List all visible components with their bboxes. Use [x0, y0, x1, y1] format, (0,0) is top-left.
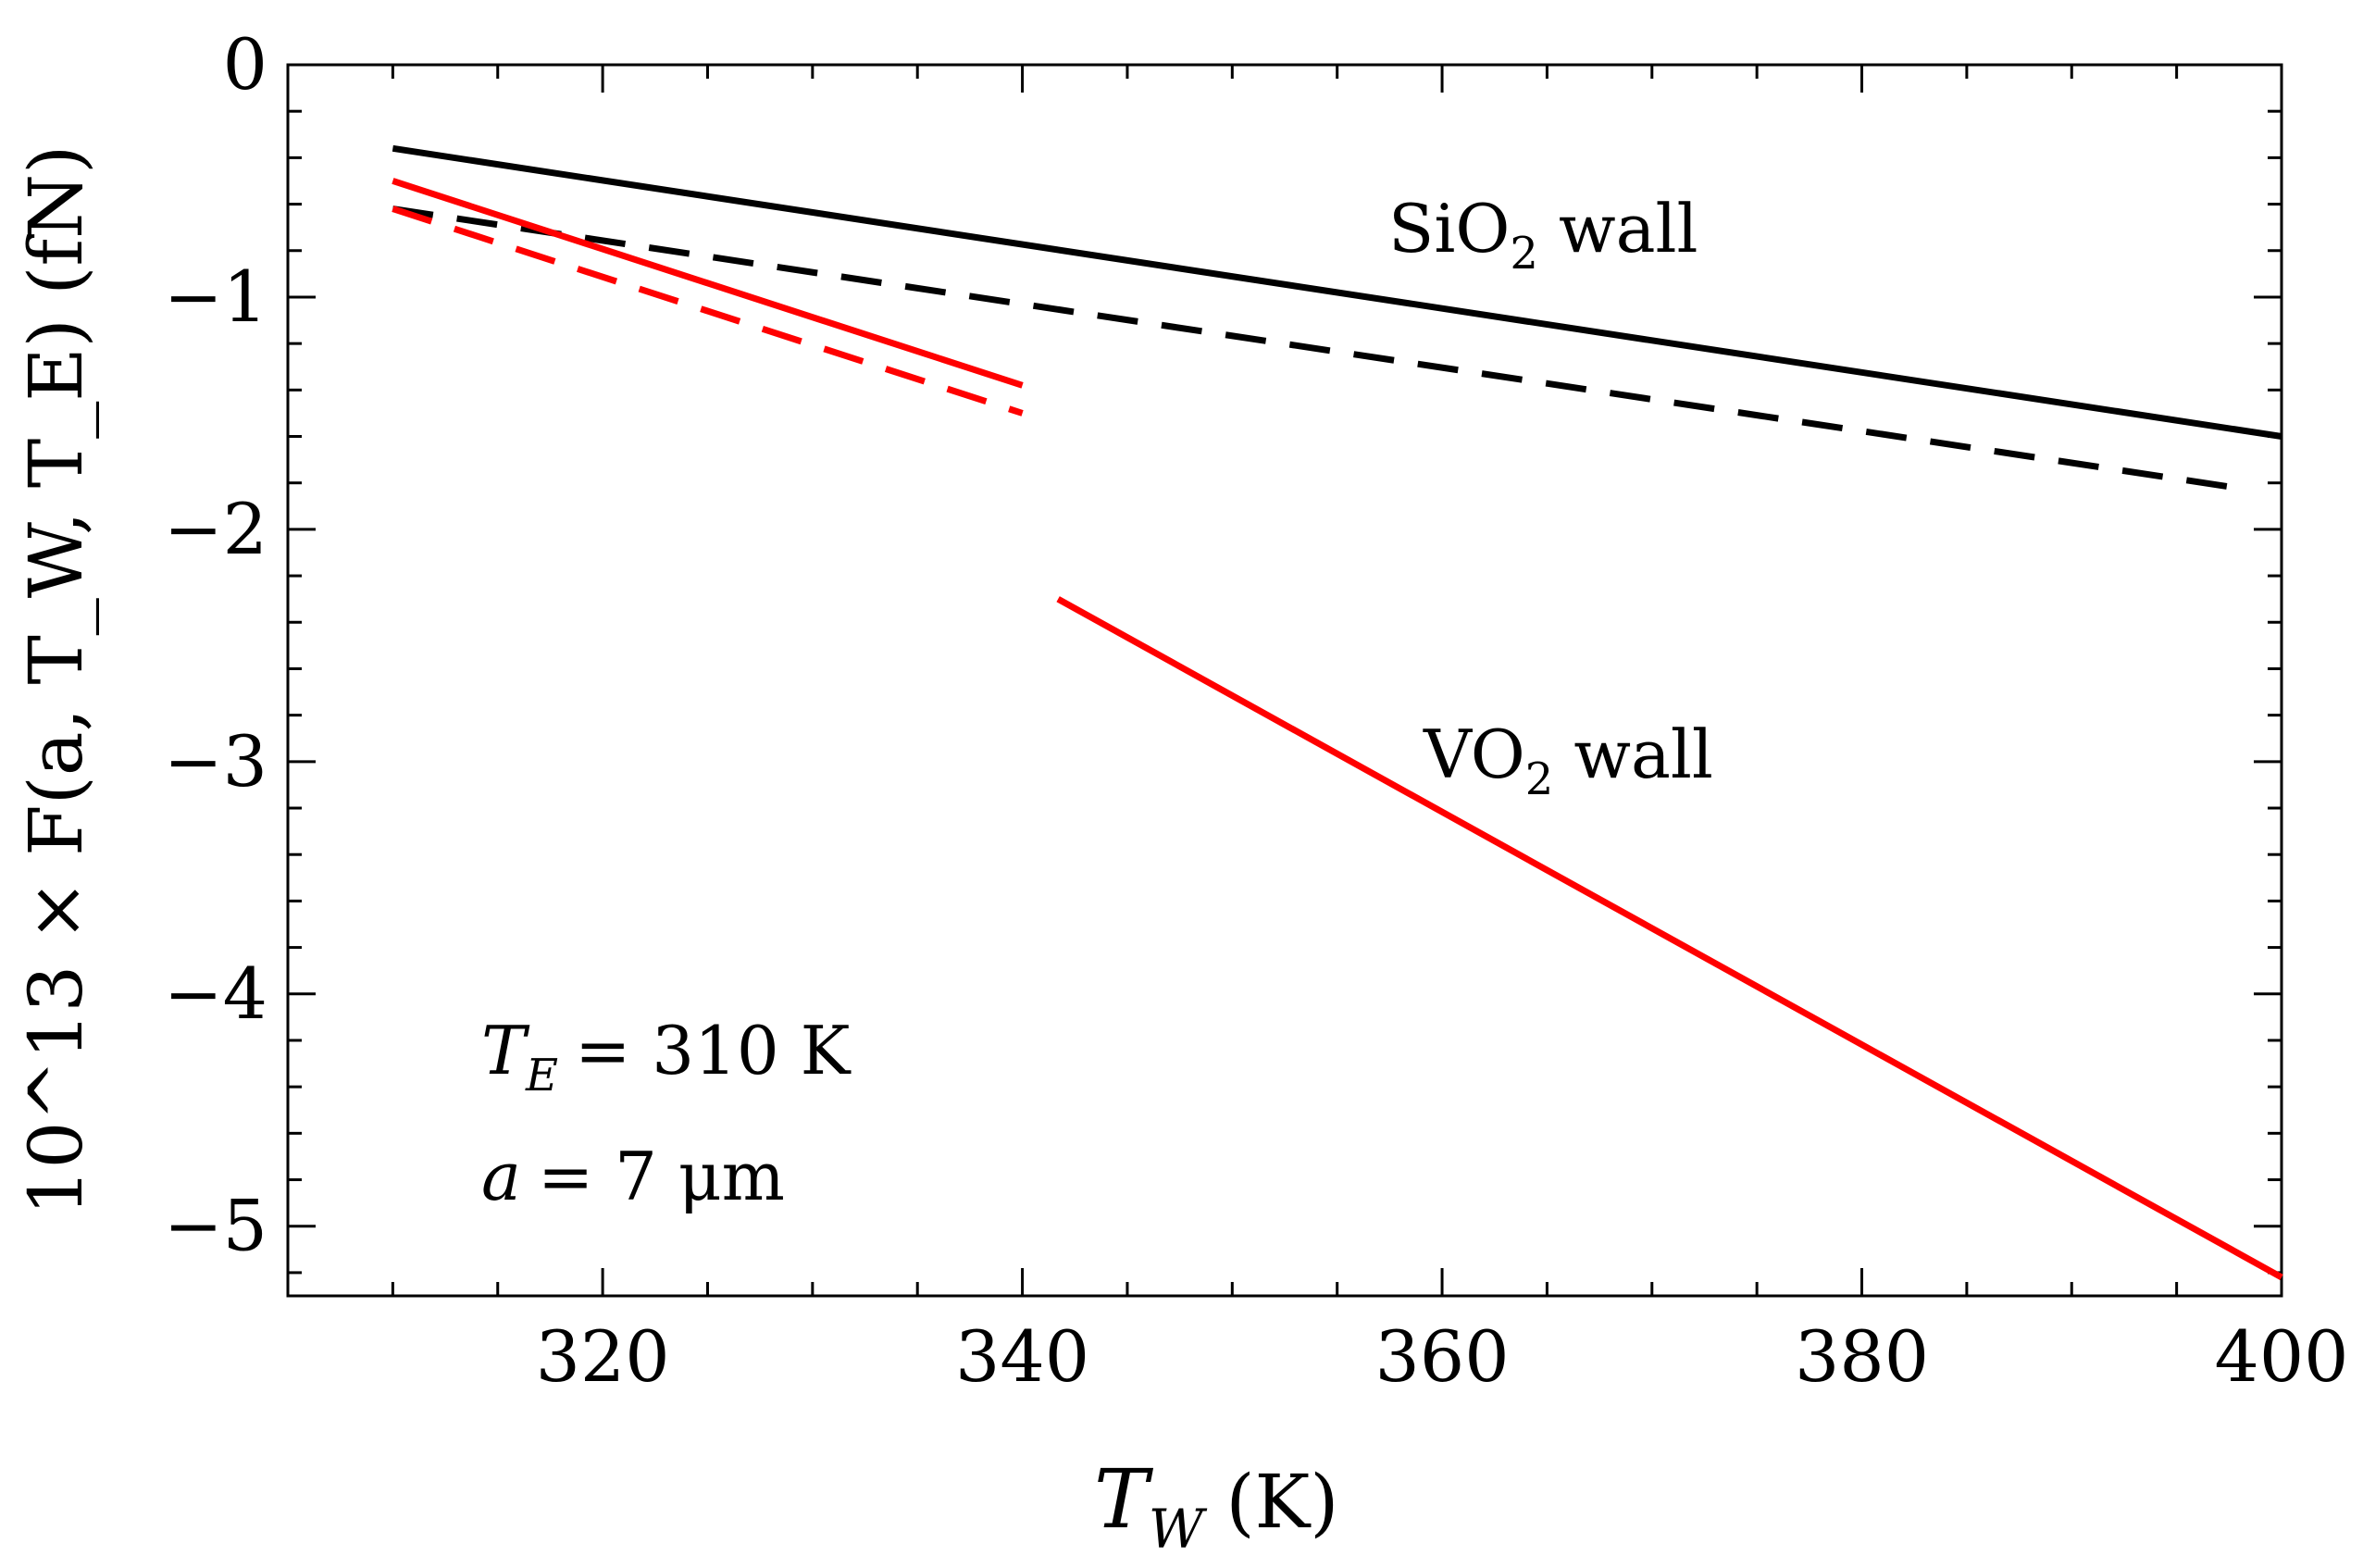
series-line-5: [1056, 596, 2283, 1280]
y-axis-label: 10^13 × F(a, T_W, T_E) (fN): [13, 145, 99, 1216]
series-line-4: [392, 205, 1024, 417]
temperature-annotation: TE = 310 K: [481, 1012, 852, 1101]
y-tick-label: −1: [164, 255, 267, 338]
series-line-1: [392, 144, 2282, 440]
tick-labels: 320 340 360 380 400 0 −1 −2 −3 −4 −5: [164, 23, 2349, 1398]
x-axis-label: TW (K): [1094, 1451, 1339, 1561]
y-tick-label: −4: [164, 952, 267, 1035]
vo2-wall-label: VO2 wall: [1423, 716, 1713, 805]
y-tick-label: −5: [164, 1185, 267, 1267]
x-tick-label: 360: [1375, 1315, 1510, 1398]
series-group: [392, 144, 2283, 1280]
sio2-wall-label: SiO2 wall: [1388, 190, 1698, 280]
series-line-2: [392, 205, 2251, 493]
y-tick-label: −3: [164, 720, 267, 803]
x-tick-label: 320: [536, 1315, 670, 1398]
plot-frame: [286, 63, 2283, 1298]
x-tick-label: 400: [2214, 1315, 2348, 1398]
tick-marks: [288, 63, 2283, 1296]
series-line-3: [392, 178, 1024, 389]
distance-annotation: a = 7 μm: [481, 1138, 785, 1215]
x-tick-label: 340: [955, 1315, 1089, 1398]
y-tick-label: −2: [164, 488, 267, 570]
y-tick-label: 0: [223, 23, 267, 106]
x-tick-label: 380: [1795, 1315, 1929, 1398]
